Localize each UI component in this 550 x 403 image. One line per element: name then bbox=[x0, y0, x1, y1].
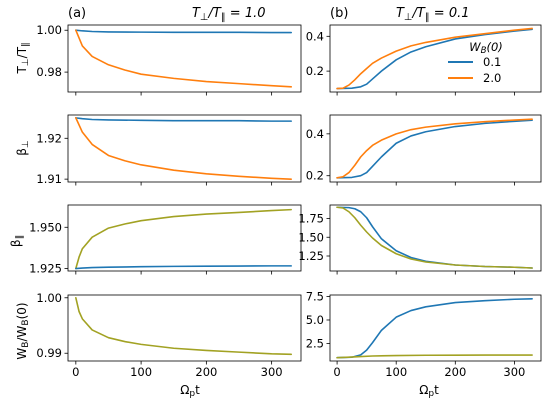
column-title-b: T⊥/T∥ = 0.1 bbox=[396, 6, 470, 23]
x-tick-label-a-row4: 0 bbox=[72, 365, 79, 379]
panel-b-row1: 0.2 0.4 bbox=[306, 24, 542, 96]
axes-frame-b-row3 bbox=[329, 204, 542, 272]
y-tick-label-b-row1: 0.2 bbox=[306, 64, 324, 78]
y-tick-label-a-row3: 1.925 bbox=[29, 262, 62, 276]
ylabel-row-2: β⊥ bbox=[15, 140, 31, 156]
y-tick-label-a-row4: 0.99 bbox=[36, 346, 62, 360]
series-orange-a-row2 bbox=[75, 117, 293, 180]
panel-a-row2: 1.91 1.92 bbox=[36, 114, 302, 186]
plot-area: 0.98 1.00 1.91 1.92 1.925 1.950 0 100 200 300 0.99… bbox=[29, 23, 542, 379]
x-tick-label-a-row4: 200 bbox=[195, 365, 217, 379]
series-blue-a-row2 bbox=[75, 117, 293, 122]
y-tick-label-b-row2: 0.4 bbox=[306, 127, 324, 141]
axes-frame-a-row1 bbox=[67, 24, 302, 93]
axes-frame-b-row4 bbox=[329, 294, 542, 362]
axes-frame-a-row2 bbox=[67, 114, 302, 183]
y-tick-label-a-row2: 1.92 bbox=[36, 131, 62, 145]
series-blue-b-row4 bbox=[336, 297, 533, 359]
series-orange-a-row1 bbox=[75, 29, 293, 88]
series-orange-b-row2 bbox=[336, 118, 533, 179]
y-tick-label-b-row3: 1.75 bbox=[298, 212, 324, 226]
y-tick-label-a-row1: 0.98 bbox=[36, 65, 62, 79]
series-olive-a-row4 bbox=[75, 296, 293, 356]
x-tick-label-b-row4: 300 bbox=[503, 365, 525, 379]
series-blue-a-row3 bbox=[75, 265, 293, 270]
axes-frame-a-row4 bbox=[67, 294, 302, 362]
x-tick-label-b-row4: 100 bbox=[385, 365, 407, 379]
panel-b-row3: 1.25 1.50 1.75 bbox=[298, 204, 542, 275]
legend-label-0: 0.1 bbox=[483, 55, 501, 69]
y-tick-label-b-row3: 1.25 bbox=[298, 249, 324, 263]
y-tick-label-a-row3: 1.950 bbox=[29, 220, 62, 234]
ylabel-row-1: T⊥/T∥ bbox=[15, 42, 31, 74]
xlabel-right: Ωpt bbox=[419, 383, 439, 399]
panel-b-row2: 0.2 0.4 bbox=[306, 114, 542, 186]
legend-label-1: 2.0 bbox=[483, 71, 501, 85]
legend: WB(0) 0.1 2.0 bbox=[448, 40, 503, 85]
series-olive-b-row3 bbox=[336, 206, 533, 269]
series-blue-b-row3 bbox=[336, 206, 533, 269]
panel-a-row4: 0 100 200 300 0.99 1.00 bbox=[36, 291, 302, 379]
series-olive-a-row3 bbox=[75, 208, 293, 270]
axes-frame-b-row1 bbox=[329, 24, 542, 93]
y-tick-label-a-row1: 1.00 bbox=[36, 23, 62, 37]
y-tick-label-b-row3: 1.50 bbox=[298, 230, 324, 244]
ylabel-row-4: WB/WB(0) bbox=[15, 302, 31, 359]
y-tick-label-a-row4: 1.00 bbox=[36, 291, 62, 305]
series-olive-b-row4 bbox=[336, 354, 533, 359]
axes-frame-a-row3 bbox=[67, 204, 302, 272]
panel-a-row1: 0.98 1.00 bbox=[36, 23, 302, 96]
y-tick-label-b-row1: 0.4 bbox=[306, 29, 324, 43]
y-tick-label-a-row2: 1.91 bbox=[36, 172, 62, 186]
axes-frame-b-row2 bbox=[329, 114, 542, 183]
y-tick-label-b-row4: 7.5 bbox=[306, 289, 324, 303]
x-tick-label-a-row4: 300 bbox=[261, 365, 283, 379]
xlabel-left: Ωpt bbox=[180, 383, 200, 399]
series-blue-a-row1 bbox=[75, 29, 293, 34]
column-title-a: T⊥/T∥ = 1.0 bbox=[192, 6, 266, 23]
ylabel-row-3: β∥ bbox=[9, 235, 25, 247]
y-tick-label-b-row2: 0.2 bbox=[306, 169, 324, 183]
y-tick-label-b-row4: 5.0 bbox=[306, 313, 324, 327]
x-tick-label-b-row4: 0 bbox=[333, 365, 340, 379]
series-blue-b-row1 bbox=[336, 28, 533, 90]
series-orange-b-row1 bbox=[336, 27, 533, 90]
panel-a-row3: 1.925 1.950 bbox=[29, 204, 302, 276]
x-tick-label-b-row4: 200 bbox=[444, 365, 466, 379]
x-tick-label-a-row4: 100 bbox=[130, 365, 152, 379]
panel-label-a: (a) bbox=[68, 6, 86, 21]
series-blue-b-row2 bbox=[336, 119, 533, 179]
legend-title: WB(0) bbox=[469, 40, 503, 56]
y-tick-label-b-row4: 2.5 bbox=[306, 337, 324, 351]
panel-b-row4: 0 100 200 300 2.5 5.0 7.5 bbox=[306, 289, 542, 379]
panel-label-b: (b) bbox=[330, 6, 348, 21]
